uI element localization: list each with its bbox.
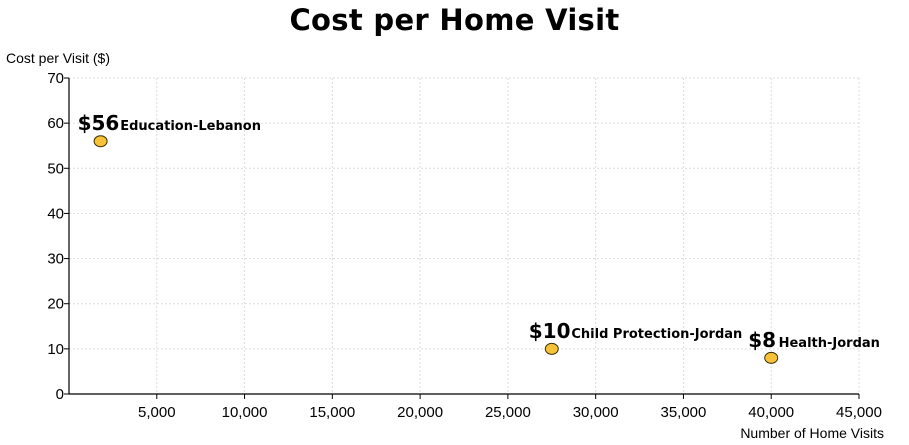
y-tick-label: 0 xyxy=(56,386,64,403)
y-tick-label: 60 xyxy=(47,115,64,132)
data-point xyxy=(764,351,779,364)
x-tick-label: 40,000 xyxy=(748,404,794,421)
x-axis-label: Number of Home Visits xyxy=(740,425,884,441)
y-tick-label: 50 xyxy=(47,160,64,177)
y-tick-label: 40 xyxy=(47,205,64,222)
x-tick-label: 10,000 xyxy=(222,404,268,421)
y-axis-label: Cost per Visit ($) xyxy=(6,50,110,66)
x-tick-label: 5,000 xyxy=(138,404,176,421)
data-value-label: $10 xyxy=(529,319,571,343)
data-value-label: $8 xyxy=(748,328,776,352)
y-tick-label: 10 xyxy=(47,341,64,358)
x-tick-label: 25,000 xyxy=(485,404,531,421)
data-value-label: $56 xyxy=(78,111,120,135)
y-tick-label: 30 xyxy=(47,251,64,268)
data-point xyxy=(93,135,108,148)
x-tick-label: 45,000 xyxy=(836,404,882,421)
data-point-label: Child Protection-Jordan xyxy=(571,327,742,342)
data-point-label: Education-Lebanon xyxy=(120,119,261,134)
x-tick-label: 35,000 xyxy=(660,404,706,421)
data-point-label: Health-Jordan xyxy=(779,336,880,351)
chart-title: Cost per Home Visit xyxy=(289,3,620,37)
x-tick-label: 20,000 xyxy=(397,404,443,421)
y-tick-label: 20 xyxy=(47,296,64,313)
x-tick-label: 15,000 xyxy=(309,404,355,421)
data-point xyxy=(544,342,559,355)
x-tick-label: 30,000 xyxy=(573,404,619,421)
y-tick-label: 70 xyxy=(47,70,64,87)
